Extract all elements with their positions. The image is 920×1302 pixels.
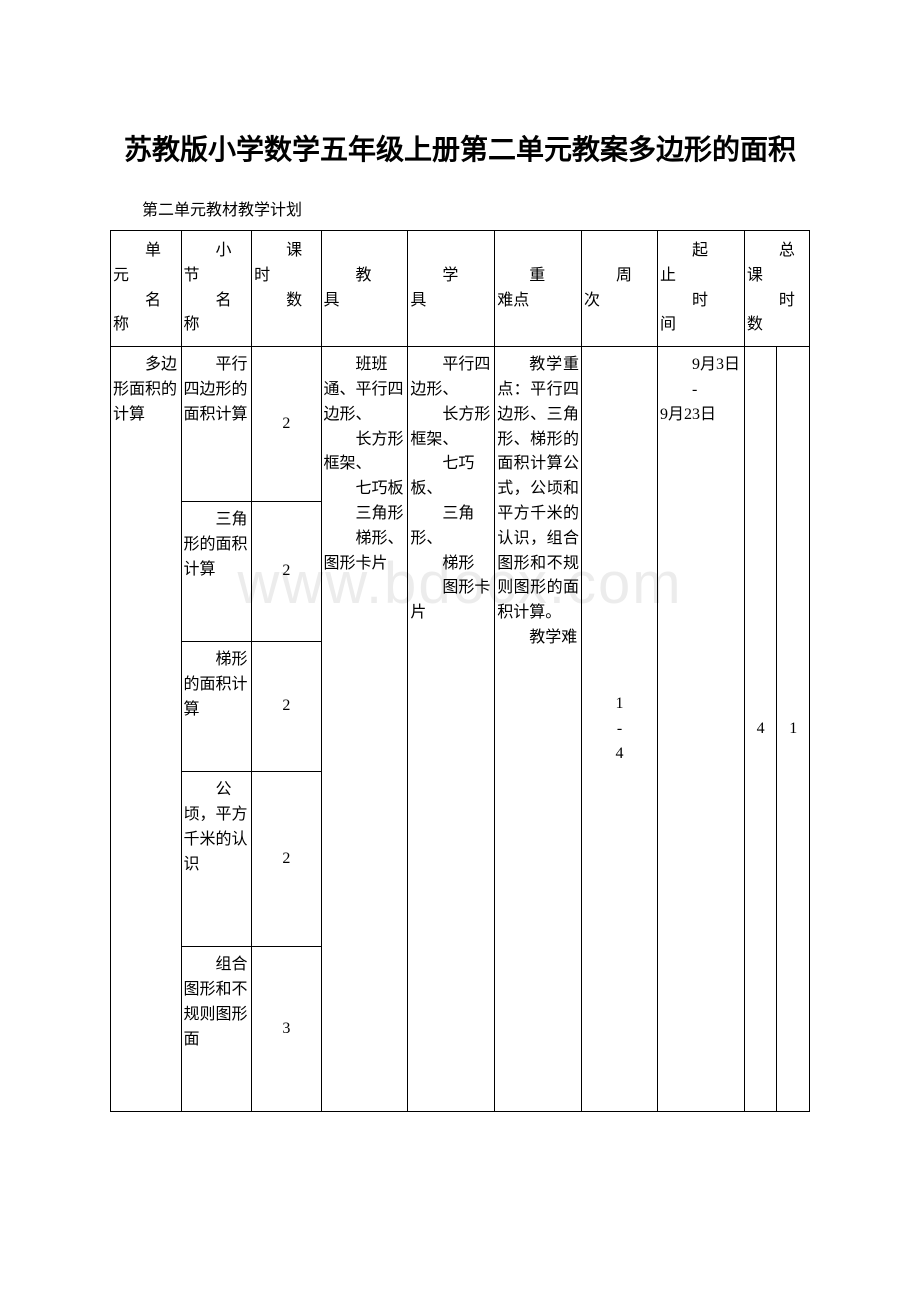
cell-total-hours-b: 1 xyxy=(777,347,810,1112)
table-header-row: 单 元 名 称 小 节 名 称 课 时 数 教 具 学 具 xyxy=(111,231,810,347)
cell-hours: 2 xyxy=(252,502,321,642)
header-teach-tools: 教 具 xyxy=(321,231,408,347)
cell-hours: 2 xyxy=(252,772,321,947)
cell-week: 1 - 4 xyxy=(582,347,658,1112)
page-container: 苏教版小学数学五年级上册第二单元教案多边形的面积 第二单元教材教学计划 单 元 … xyxy=(0,0,920,1172)
cell-section-name: 组合图形和不规则图形面 xyxy=(181,947,252,1112)
cell-hours: 2 xyxy=(252,347,321,502)
header-hours: 课 时 数 xyxy=(252,231,321,347)
header-week: 周 次 xyxy=(582,231,658,347)
cell-learn-tools: 平行四边形、 长方形框架、 七巧板、 三角形、 梯形 图形卡片 xyxy=(408,347,495,1112)
header-key-points: 重 难点 xyxy=(495,231,582,347)
cell-unit-name: 多边形面积的计算 xyxy=(111,347,182,1112)
header-unit-name: 单 元 名 称 xyxy=(111,231,182,347)
cell-section-name: 公顷，平方千米的认识 xyxy=(181,772,252,947)
header-period: 起 止 时 间 xyxy=(658,231,745,347)
cell-section-name: 梯形的面积计算 xyxy=(181,642,252,772)
cell-section-name: 三角形的面积计算 xyxy=(181,502,252,642)
document-subtitle: 第二单元教材教学计划 xyxy=(110,196,810,220)
cell-hours: 2 xyxy=(252,642,321,772)
cell-key-points: 教学重点：平行四边形、三角形、梯形的面积计算公式，公顷和平方千米的认识，组合图形… xyxy=(495,347,582,1112)
plan-table: 单 元 名 称 小 节 名 称 课 时 数 教 具 学 具 xyxy=(110,230,810,1112)
cell-section-name: 平行四边形的面积计算 xyxy=(181,347,252,502)
cell-total-hours-a: 4 xyxy=(744,347,777,1112)
header-learn-tools: 学 具 xyxy=(408,231,495,347)
table-row: 多边形面积的计算 平行四边形的面积计算 2 班班通、平行四边形、 长方形框架、 … xyxy=(111,347,810,502)
cell-teach-tools: 班班通、平行四边形、 长方形框架、 七巧板 三角形 梯形、图形卡片 xyxy=(321,347,408,1112)
cell-hours: 3 xyxy=(252,947,321,1112)
cell-period: 9月3日 - 9月23日 xyxy=(658,347,745,1112)
header-total-hours: 总 课 时 数 xyxy=(744,231,809,347)
document-title: 苏教版小学数学五年级上册第二单元教案多边形的面积 xyxy=(110,130,810,172)
header-section-name: 小 节 名 称 xyxy=(181,231,252,347)
